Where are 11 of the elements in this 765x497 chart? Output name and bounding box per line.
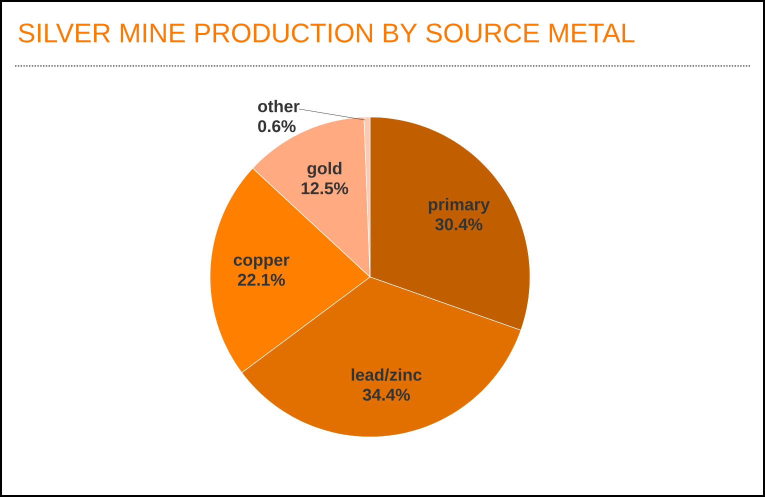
slice-label: gold <box>307 162 342 178</box>
slice-label: copper <box>234 256 290 270</box>
data-label: 22.1% <box>238 274 285 286</box>
chart-title: SILVER MINE PRODUCTION BY SOURCE METAL <box>18 23 634 43</box>
data-label: 12.5% <box>302 182 348 194</box>
data-label: 30.4% <box>435 218 482 230</box>
slice-label: primary <box>428 198 490 214</box>
slice-label: lead/zinc <box>352 368 422 381</box>
slice-label: other <box>258 100 300 112</box>
data-label: 0.6% <box>258 120 296 132</box>
data-label: 34.4% <box>362 388 410 401</box>
